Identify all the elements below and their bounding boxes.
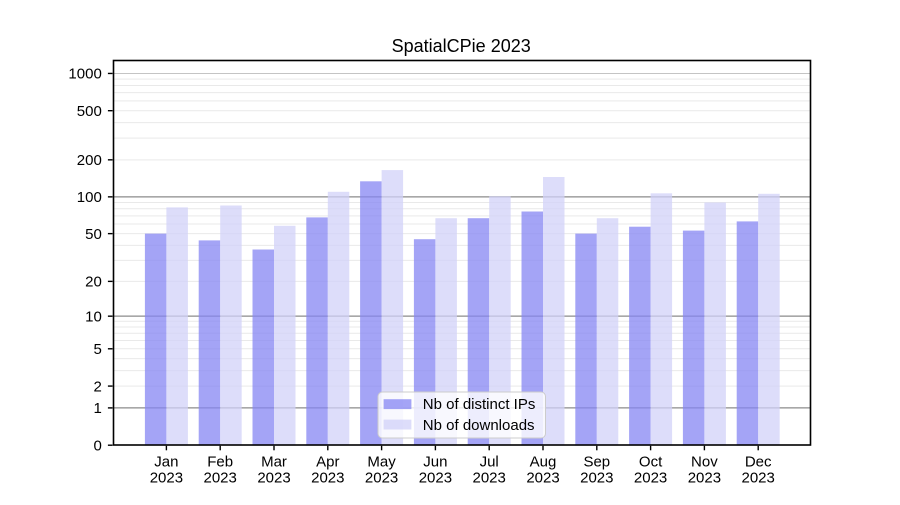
svg-text:20: 20 — [85, 274, 102, 291]
svg-text:5: 5 — [93, 341, 101, 358]
svg-text:Jul: Jul — [480, 454, 499, 471]
svg-text:May: May — [367, 454, 396, 471]
svg-text:Nb of distinct IPs: Nb of distinct IPs — [423, 396, 536, 413]
svg-text:Mar: Mar — [261, 454, 287, 471]
svg-text:50: 50 — [85, 226, 102, 243]
svg-text:SpatialCPie 2023: SpatialCPie 2023 — [392, 36, 531, 56]
svg-text:Jan: Jan — [154, 454, 178, 471]
svg-text:100: 100 — [77, 189, 102, 206]
svg-text:Feb: Feb — [207, 454, 233, 471]
svg-text:2023: 2023 — [688, 470, 721, 487]
svg-text:1: 1 — [93, 400, 101, 417]
svg-text:2023: 2023 — [311, 470, 344, 487]
svg-text:2023: 2023 — [742, 470, 775, 487]
svg-text:200: 200 — [77, 152, 102, 169]
svg-text:Oct: Oct — [639, 454, 663, 471]
svg-text:2023: 2023 — [150, 470, 183, 487]
svg-text:Apr: Apr — [316, 454, 339, 471]
svg-text:Aug: Aug — [530, 454, 557, 471]
svg-text:2023: 2023 — [419, 470, 452, 487]
svg-text:10: 10 — [85, 308, 102, 325]
svg-text:2023: 2023 — [634, 470, 667, 487]
svg-text:2023: 2023 — [257, 470, 290, 487]
svg-text:Nov: Nov — [691, 454, 718, 471]
svg-text:Sep: Sep — [583, 454, 610, 471]
svg-text:2023: 2023 — [365, 470, 398, 487]
svg-text:0: 0 — [93, 437, 101, 454]
svg-text:Jun: Jun — [423, 454, 447, 471]
svg-text:2: 2 — [93, 378, 101, 395]
svg-text:Nb of downloads: Nb of downloads — [423, 417, 535, 434]
svg-text:2023: 2023 — [204, 470, 237, 487]
svg-text:500: 500 — [77, 103, 102, 120]
svg-text:2023: 2023 — [473, 470, 506, 487]
svg-text:1000: 1000 — [68, 66, 101, 83]
svg-text:Dec: Dec — [745, 454, 772, 471]
svg-text:2023: 2023 — [526, 470, 559, 487]
svg-text:2023: 2023 — [580, 470, 613, 487]
